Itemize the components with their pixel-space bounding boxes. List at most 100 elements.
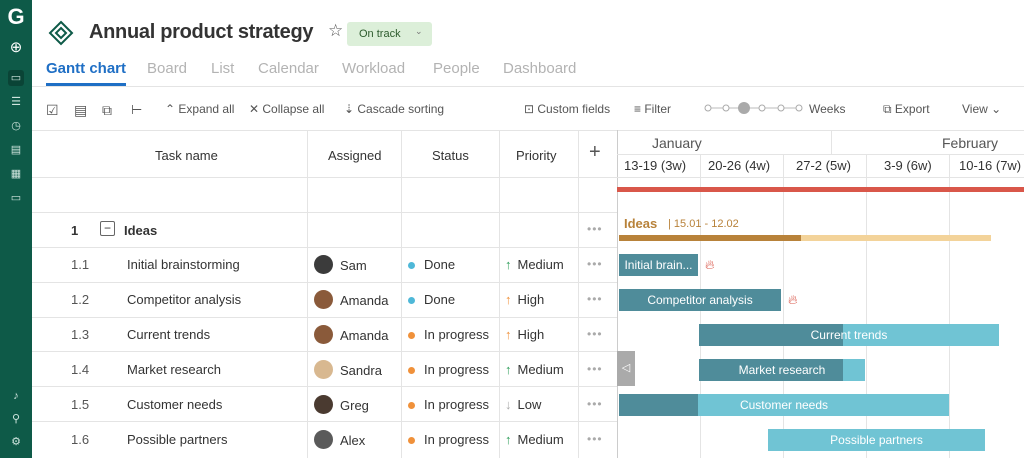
avatar bbox=[314, 429, 333, 449]
week-label: 10-16 (7w) bbox=[959, 158, 1022, 173]
status-label: On track bbox=[359, 28, 401, 40]
zoom-slider-handle bbox=[738, 102, 750, 114]
priority-cell[interactable]: ↓ Low bbox=[505, 397, 541, 412]
status-cell[interactable]: Done bbox=[408, 257, 455, 272]
status-cell[interactable]: In progress bbox=[408, 327, 489, 342]
group-bar[interactable] bbox=[619, 235, 991, 241]
project-diamond-icon bbox=[48, 20, 74, 46]
gantt-group-name: Ideas bbox=[624, 216, 658, 231]
task-progress bbox=[699, 358, 844, 381]
priority-arrow-icon: ↑ bbox=[505, 292, 512, 307]
fire-icon: 🔥︎ bbox=[788, 292, 798, 307]
status-cell[interactable]: In progress bbox=[408, 432, 489, 447]
row-menu-button[interactable]: ••• bbox=[587, 222, 603, 236]
row-menu-button[interactable]: ••• bbox=[587, 327, 603, 341]
tab-calendar[interactable]: Calendar bbox=[258, 60, 319, 77]
filter-button[interactable]: ≡ Filter bbox=[634, 102, 672, 116]
priority-cell[interactable]: ↑ Medium bbox=[505, 362, 564, 377]
row-menu-button[interactable]: ••• bbox=[587, 292, 603, 306]
export-button[interactable]: ⧉ Export bbox=[883, 102, 930, 116]
tab-board[interactable]: Board bbox=[147, 60, 188, 77]
priority-cell[interactable]: ↑ Medium bbox=[505, 432, 564, 447]
bell-icon[interactable]: ♪ bbox=[13, 390, 19, 402]
expand-all-button[interactable]: ⌃ Expand all bbox=[165, 102, 235, 116]
apps-icon[interactable]: ▦ bbox=[10, 168, 22, 180]
tab-dashboard[interactable]: Dashboard bbox=[503, 60, 577, 77]
row-menu-button[interactable]: ••• bbox=[587, 361, 603, 376]
add-column-button[interactable]: + bbox=[589, 141, 601, 163]
gantt-task-bar[interactable]: Current trends bbox=[699, 324, 999, 346]
row-menu-button[interactable]: ••• bbox=[587, 396, 603, 411]
status-dropdown[interactable]: On track ⌄ bbox=[347, 22, 432, 46]
status-label: In progress bbox=[424, 431, 490, 447]
cascade-sorting-button[interactable]: ⇣ Cascade sorting bbox=[344, 102, 445, 116]
gantt-task-bar[interactable]: Initial brain... bbox=[619, 254, 698, 276]
search-icon[interactable]: ⚲ bbox=[11, 413, 21, 425]
avatar bbox=[314, 255, 333, 274]
task-name[interactable]: Competitor analysis bbox=[127, 292, 242, 307]
status-label: In progress bbox=[424, 396, 490, 412]
zoom-label: Weeks bbox=[809, 102, 846, 116]
calendar-alert-icon[interactable]: ▤ bbox=[74, 102, 88, 118]
zoom-slider[interactable] bbox=[704, 101, 804, 115]
split-icon[interactable]: ⊢ bbox=[131, 102, 143, 117]
plus-circle-icon[interactable]: ⊕ bbox=[9, 39, 23, 56]
avatar bbox=[314, 290, 333, 309]
priority-arrow-icon: ↑ bbox=[505, 327, 512, 342]
status-dot-icon bbox=[408, 332, 415, 340]
scroll-left-handle[interactable]: ◁ bbox=[617, 351, 635, 386]
list-icon[interactable]: ☰ bbox=[11, 96, 21, 108]
document-icon[interactable]: ▤ bbox=[10, 144, 22, 156]
column-header-priority[interactable]: Priority bbox=[516, 148, 557, 163]
status-cell[interactable]: In progress bbox=[408, 397, 489, 412]
bar-label: Current trends bbox=[810, 328, 888, 342]
row-number: 1.1 bbox=[71, 257, 90, 272]
custom-fields-button[interactable]: ⊡ Custom fields bbox=[524, 102, 611, 116]
row-menu-button[interactable]: ••• bbox=[587, 431, 603, 446]
priority-label: Medium bbox=[517, 361, 564, 377]
task-name[interactable]: Market research bbox=[127, 361, 221, 377]
task-progress bbox=[619, 254, 698, 276]
priority-arrow-icon: ↑ bbox=[505, 257, 512, 272]
view-button[interactable]: View ⌄ bbox=[962, 102, 1002, 116]
tab-list[interactable]: List bbox=[211, 60, 235, 77]
assignee-name: Alex bbox=[340, 432, 366, 448]
row-menu-button[interactable]: ••• bbox=[587, 257, 603, 271]
tab-workload[interactable]: Workload bbox=[342, 60, 406, 77]
clock-icon[interactable]: ◷ bbox=[11, 120, 21, 132]
row-number: 1.6 bbox=[71, 431, 90, 447]
chat-icon[interactable]: ▭ bbox=[10, 192, 22, 204]
tab-people[interactable]: People bbox=[433, 60, 480, 77]
task-name[interactable]: Current trends bbox=[127, 327, 211, 342]
status-dot-icon bbox=[408, 401, 415, 409]
tab-gantt-chart[interactable]: Gantt chart bbox=[46, 60, 127, 77]
folder-icon[interactable]: ▭ bbox=[8, 70, 24, 86]
week-label: 20-26 (4w) bbox=[708, 158, 771, 173]
hierarchy-icon[interactable]: ⧉ bbox=[102, 102, 112, 118]
sidebar: G ⊕ ▭ ☰ ◷ ▤ ▦ ▭ ♪ ⚲ ⚙ bbox=[0, 0, 32, 458]
gantt-task-bar[interactable]: Market research bbox=[699, 358, 865, 381]
status-cell[interactable]: Done bbox=[408, 292, 455, 307]
column-header-status[interactable]: Status bbox=[432, 148, 469, 163]
checkbox-icon[interactable]: ☑ bbox=[46, 102, 59, 118]
gantt-task-bar[interactable]: Customer needs bbox=[619, 393, 949, 416]
gear-icon[interactable]: ⚙ bbox=[11, 436, 21, 448]
gantt-task-bar[interactable]: Competitor analysis bbox=[619, 289, 781, 311]
priority-cell[interactable]: ↑ High bbox=[505, 292, 544, 307]
task-name[interactable]: Customer needs bbox=[127, 396, 223, 412]
status-cell[interactable]: In progress bbox=[408, 362, 489, 377]
gantt-task-bar[interactable]: Possible partners bbox=[768, 428, 985, 451]
week-label: 3-9 (6w) bbox=[884, 158, 932, 173]
priority-cell[interactable]: ↑ Medium bbox=[505, 257, 564, 272]
bar-label: Initial brain... bbox=[624, 258, 693, 272]
expand-all-label: Expand all bbox=[178, 102, 235, 116]
priority-cell[interactable]: ↑ High bbox=[505, 327, 544, 342]
task-name[interactable]: Initial brainstorming bbox=[127, 257, 240, 272]
collapse-all-button[interactable]: ✕ Collapse all bbox=[249, 102, 325, 116]
column-header-task-name[interactable]: Task name bbox=[155, 148, 218, 163]
collapse-group-icon[interactable]: − bbox=[100, 221, 115, 236]
chevron-down-icon: ⌄ bbox=[415, 26, 423, 36]
task-name[interactable]: Possible partners bbox=[127, 431, 228, 447]
column-header-assigned[interactable]: Assigned bbox=[328, 148, 382, 163]
star-icon[interactable]: ☆ bbox=[328, 21, 344, 40]
